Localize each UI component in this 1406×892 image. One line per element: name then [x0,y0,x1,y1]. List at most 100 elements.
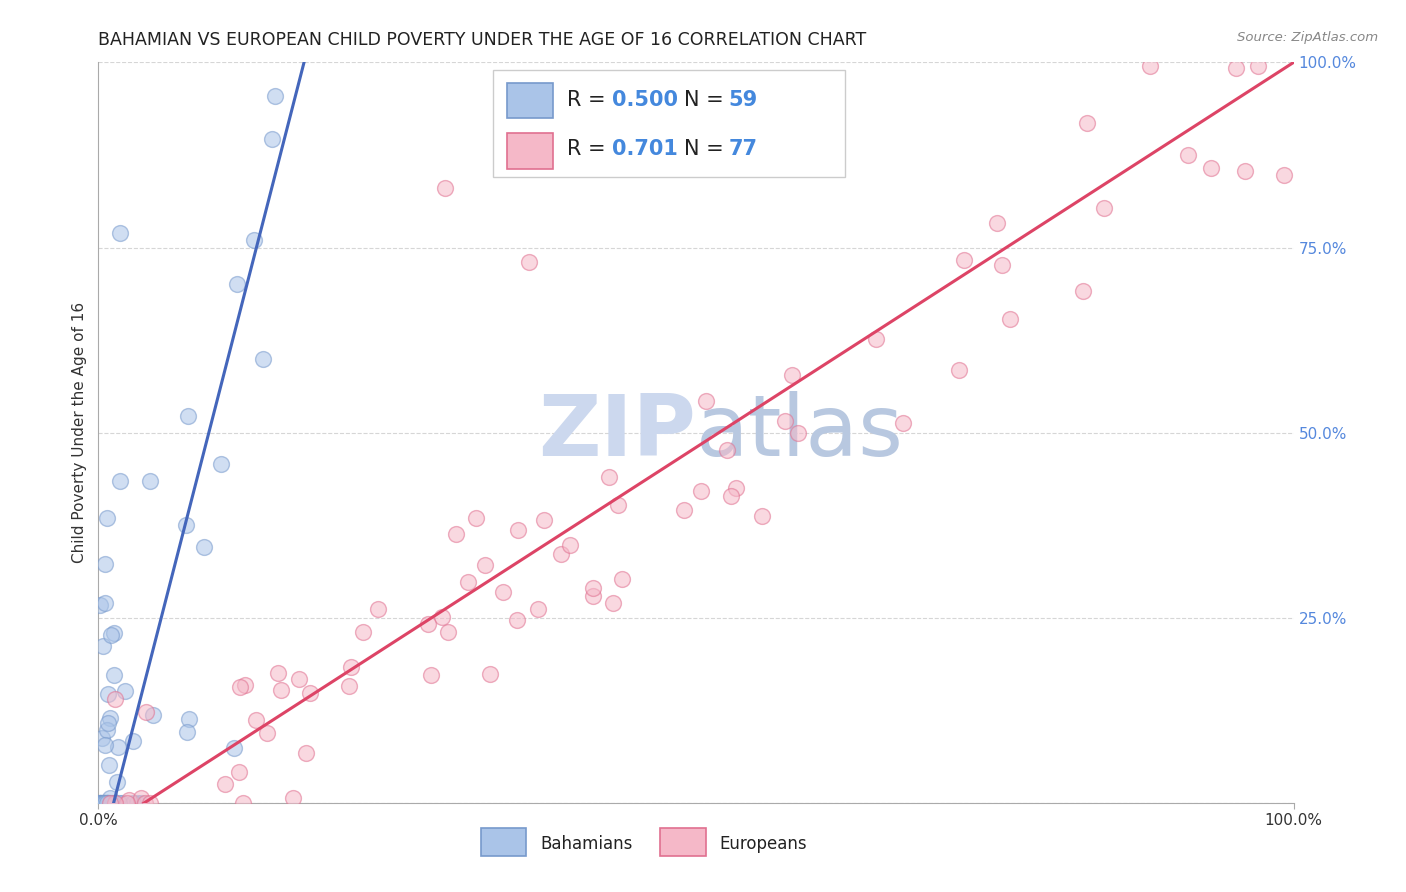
Point [436,625,458,640]
Point [1233,164,1256,178]
Point [114,684,136,698]
Point [1199,161,1222,175]
Point [129,790,152,805]
Point [782,368,804,382]
Point [418,617,440,632]
Point [264,88,287,103]
Point [252,351,274,366]
Point [104,691,127,706]
Point [716,443,738,458]
Point [176,724,198,739]
Point [94,558,117,572]
Point [90,796,112,810]
Point [598,470,620,484]
Point [695,393,717,408]
Point [724,481,747,495]
Point [288,672,311,686]
Point [298,686,321,700]
Point [245,713,267,727]
Point [1247,59,1270,73]
Point [97,796,120,810]
Point [89,796,111,810]
Point [226,277,249,291]
Point [232,796,254,810]
Point [260,132,283,146]
Point [118,792,141,806]
Point [527,602,550,616]
Point [465,511,488,525]
Point [108,226,131,240]
FancyBboxPatch shape [481,828,526,856]
Point [533,513,555,527]
Text: 0.500: 0.500 [613,90,678,110]
Point [115,796,138,810]
Text: 0.701: 0.701 [613,139,678,160]
Point [352,625,374,640]
Point [474,558,496,573]
Point [986,216,1008,230]
Point [176,517,198,532]
Point [558,538,581,552]
Point [340,659,363,673]
Point [720,489,742,503]
Point [104,796,127,810]
Point [100,796,122,810]
Point [94,739,117,753]
Point [228,764,250,779]
Point [131,796,153,810]
Point [97,687,120,701]
Point [89,598,111,612]
Point [177,712,200,726]
Text: R =: R = [567,90,612,110]
Point [214,777,236,791]
Point [103,668,125,682]
Point [492,584,515,599]
Point [100,628,122,642]
Point [419,668,441,682]
Point [89,796,111,810]
Point [96,723,118,737]
FancyBboxPatch shape [661,828,706,856]
Point [89,796,111,810]
Point [270,683,292,698]
Point [295,746,318,760]
Point [96,510,118,524]
Point [367,602,389,616]
Point [1139,59,1161,73]
Point [125,796,148,810]
Point [505,613,527,627]
Point [1071,284,1094,298]
Point [96,796,118,810]
Point [517,255,540,269]
Point [948,363,970,377]
Point [91,796,114,810]
Point [229,680,252,694]
Point [991,258,1014,272]
Point [98,790,121,805]
Point [111,796,134,810]
Point [90,796,112,810]
Point [177,409,200,423]
Point [93,796,115,810]
Point [582,582,605,596]
Point [690,484,713,499]
Point [582,589,605,603]
Point [457,575,479,590]
Point [103,626,125,640]
Point [1272,168,1295,182]
Point [142,707,165,722]
Point [610,573,633,587]
Point [786,425,808,440]
FancyBboxPatch shape [508,83,553,118]
Point [607,499,630,513]
Text: BAHAMIAN VS EUROPEAN CHILD POVERTY UNDER THE AGE OF 16 CORRELATION CHART: BAHAMIAN VS EUROPEAN CHILD POVERTY UNDER… [98,31,866,49]
FancyBboxPatch shape [494,70,845,178]
Point [139,474,162,488]
Point [193,540,215,554]
Point [94,597,117,611]
Point [122,734,145,748]
Text: R =: R = [567,139,612,160]
Point [602,596,624,610]
Text: N =: N = [685,90,730,110]
Point [135,706,157,720]
